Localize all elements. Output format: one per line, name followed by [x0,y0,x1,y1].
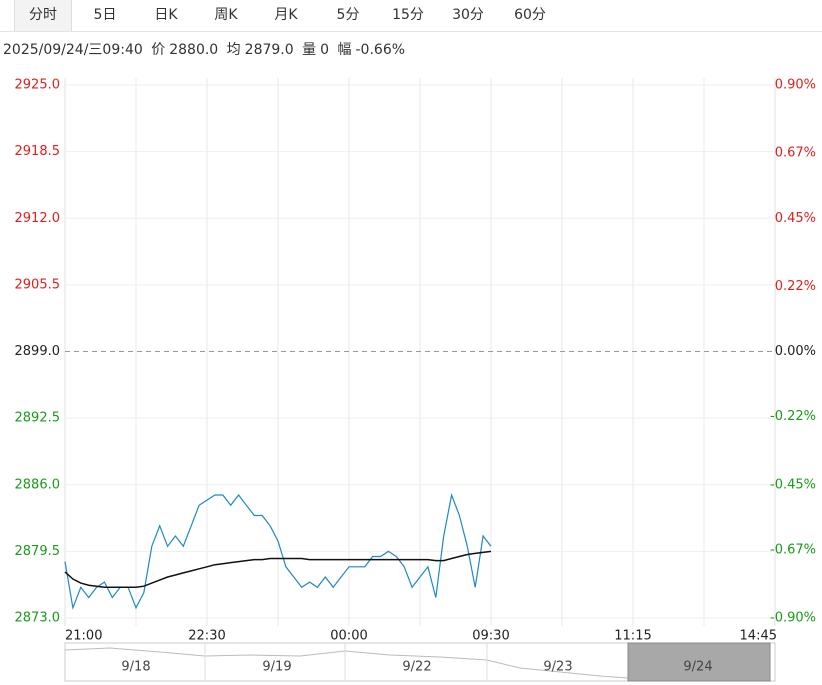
x-tick-label: 00:00 [330,629,367,644]
info-value: 0 [320,42,330,58]
tab[interactable]: 分时 [14,0,72,31]
tab-bar: 分时 5日 日K 周K 月K 5分 15分 30分 60分 [0,0,822,32]
info-label: 幅 [337,42,352,58]
y2-tick-label: 0.90% [775,78,816,93]
navigator-date: 9/19 [262,660,291,675]
x-tick-label: 22:30 [188,629,225,644]
navigator-date: 9/23 [543,660,572,675]
y2-tick-label: 0.00% [775,344,816,359]
y2-tick-label: 0.22% [775,279,816,294]
tab[interactable]: 30分 [452,7,484,23]
y-tick-label: 2873.0 [15,611,61,626]
x-tick-label: 21:00 [65,629,102,644]
y-tick-label: 2918.5 [15,144,61,159]
y2-tick-label: 0.45% [775,211,816,226]
y2-tick-label: -0.90% [770,611,816,626]
y2-tick-label: -0.67% [770,542,816,557]
price-line [64,492,492,611]
tab[interactable]: 15分 [392,7,424,23]
tab[interactable]: 周K [214,7,238,23]
tab[interactable]: 60分 [514,7,546,23]
navigator-date: 9/22 [402,660,431,675]
y-tick-label: 2905.5 [15,277,61,292]
navigator-line [64,647,629,679]
price-line [64,550,492,589]
y-tick-label: 2925.0 [15,78,61,93]
info-value: 2880.0 [169,42,219,58]
tab[interactable]: 日K [154,7,178,23]
tab[interactable]: 月K [274,7,298,23]
navigator-selection[interactable] [627,642,771,682]
info-label: 均 [226,42,241,58]
navigator [64,642,776,682]
info-label: 价 [151,42,166,58]
navigator-date: 9/18 [121,660,150,675]
info-label: 量 [302,42,317,58]
y2-tick-label: -0.22% [770,409,816,424]
y-tick-label: 2886.0 [15,477,61,492]
x-tick-label: 09:30 [472,629,509,644]
y2-tick-label: 0.67% [775,146,816,161]
y-tick-label: 2892.5 [15,411,61,426]
tab[interactable]: 5日 [93,7,117,23]
y-tick-label: 2899.0 [15,344,61,359]
info-value: -0.66% [355,42,406,58]
navigator-date: 9/24 [683,660,712,675]
y2-tick-label: -0.45% [770,477,816,492]
info-value: 2879.0 [244,42,294,58]
x-tick-label: 11:15 [614,629,651,644]
tab[interactable]: 5分 [336,7,360,23]
y-tick-label: 2912.0 [15,211,61,226]
info-time: 2025/09/24/三09:40 [3,42,143,58]
y-tick-label: 2879.5 [15,544,61,559]
x-tick-label: 14:45 [740,629,777,644]
